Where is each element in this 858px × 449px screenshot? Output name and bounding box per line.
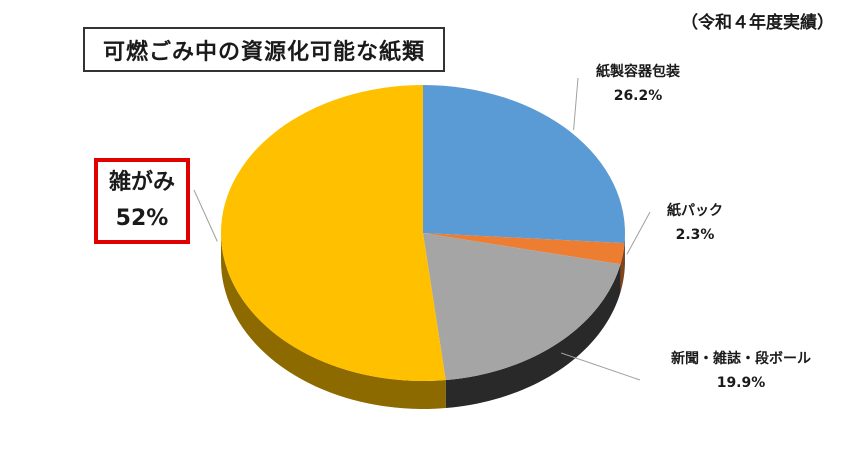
pie-side-mixed-paper <box>221 233 446 409</box>
slice-label-mixed-paper: 雑がみ 52% <box>94 158 190 244</box>
slice-value-text: 19.9% <box>716 375 766 391</box>
leader-line-paper-packaging <box>573 77 579 131</box>
pie-slice-newspaper-magazine-cardboard <box>423 233 621 381</box>
pie-side-newspaper-magazine-cardboard <box>445 264 621 409</box>
slice-label-newspaper-magazine-cardboard: 新聞・雑誌・段ボール 19.9% <box>636 347 846 395</box>
slice-value-text: 26.2% <box>613 88 663 104</box>
pie-slices <box>220 84 625 381</box>
slice-label-text: 新聞・雑誌・段ボール <box>671 351 811 367</box>
slice-label-paper-carton: 紙パック 2.3% <box>640 199 750 247</box>
leader-line-mixed-paper <box>193 189 218 242</box>
slice-label-text: 紙製容器包装 <box>596 64 680 80</box>
leader-line-paper-carton <box>626 211 651 255</box>
slice-label-paper-packaging: 紙製容器包装 26.2% <box>568 60 708 108</box>
pie-side-paper-carton <box>620 243 625 293</box>
pie-slice-paper-packaging <box>423 85 625 244</box>
pie-slice-mixed-paper <box>220 84 446 381</box>
slice-label-text: 紙パック <box>667 203 723 219</box>
leader-lines <box>193 77 651 381</box>
slice-value-text: 52% <box>115 206 169 231</box>
pie-slice-paper-carton <box>423 233 625 265</box>
pie-depth-sides <box>221 233 625 409</box>
chart-title: 可燃ごみ中の資源化可能な紙類 <box>83 27 445 72</box>
slice-value-text: 2.3% <box>675 227 715 243</box>
slice-label-text: 雑がみ <box>108 170 175 195</box>
leader-line-newspaper-magazine-cardboard <box>561 352 641 381</box>
chart-subtitle: （令和４年度実績） <box>681 13 834 33</box>
